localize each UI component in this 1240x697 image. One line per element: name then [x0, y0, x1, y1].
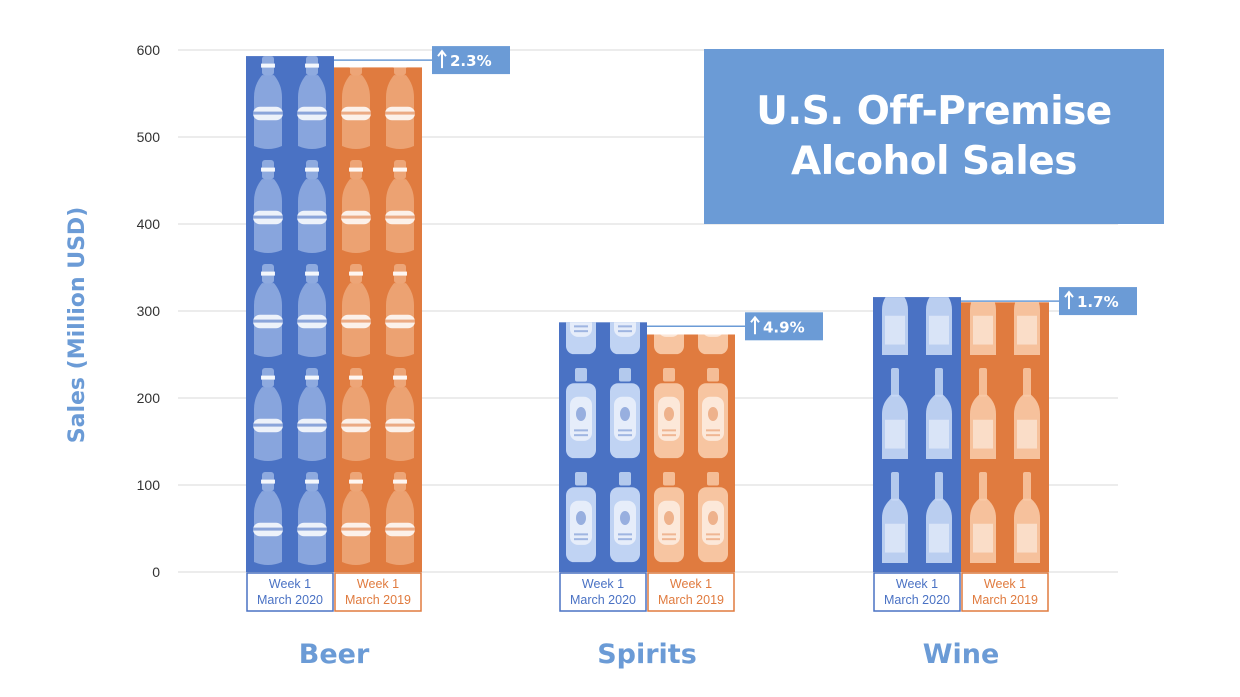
chart-title-box: U.S. Off-Premise Alcohol Sales: [704, 49, 1164, 224]
period-label-box: [961, 572, 1049, 612]
y-axis-label: Sales (Million USD): [65, 207, 90, 443]
period-label-line-1: Week 1: [357, 577, 399, 591]
period-label-box: [873, 572, 961, 612]
period-label-line-2: March 2020: [257, 593, 323, 607]
period-label-line-2: March 2019: [345, 593, 411, 607]
category-label: Beer: [299, 639, 370, 670]
period-label-line-2: March 2020: [884, 593, 950, 607]
period-label-box: [559, 572, 647, 612]
period-label-line-2: March 2019: [658, 593, 724, 607]
category-labels: Beer Spirits Wine: [299, 639, 1000, 670]
up-arrow-icon: [437, 49, 447, 69]
period-label-line-2: March 2020: [570, 593, 636, 607]
y-tick-label: 500: [137, 129, 161, 145]
period-label-line-2: March 2019: [972, 593, 1038, 607]
period-label-box: [647, 572, 735, 612]
period-label-box: [334, 572, 422, 612]
y-tick-label: 300: [137, 303, 161, 319]
y-tick-label: 200: [137, 390, 161, 406]
up-arrow-icon: [1064, 290, 1074, 310]
change-badge: [432, 46, 510, 75]
change-value: 2.3%: [450, 52, 492, 70]
y-tick-label: 400: [137, 216, 161, 232]
change-value: 1.7%: [1077, 293, 1119, 311]
period-label-line-1: Week 1: [896, 577, 938, 591]
change-annotations: 2.3% 4.9% 1.7%: [334, 46, 1137, 341]
category-label: Wine: [923, 639, 1000, 670]
beer-bottle-icon: [253, 56, 327, 565]
bars: [246, 56, 1049, 573]
y-tick-label: 0: [152, 564, 160, 580]
change-badge: [745, 312, 823, 341]
change-badge: [1059, 287, 1137, 316]
chart-title-line-2: Alcohol Sales: [791, 138, 1077, 184]
period-label-box: [246, 572, 334, 612]
y-tick-label: 600: [137, 42, 161, 58]
period-label-line-1: Week 1: [269, 577, 311, 591]
period-label-line-1: Week 1: [984, 577, 1026, 591]
change-value: 4.9%: [763, 318, 805, 336]
period-labels: Week 1 March 2020 Week 1 March 2019 Week 1 Ma…: [246, 572, 1049, 612]
wine-bottle-icon: [882, 297, 952, 563]
y-tick-label: 100: [137, 477, 161, 493]
category-label: Spirits: [597, 639, 697, 670]
spirits-bottle-icon: [654, 334, 728, 563]
spirits-bottle-icon: [566, 322, 640, 563]
wine-bottle-icon: [970, 302, 1040, 563]
y-tick-labels: 0 100 200 300 400 500 600: [137, 42, 161, 580]
period-label-line-1: Week 1: [670, 577, 712, 591]
chart-title-line-1: U.S. Off-Premise: [756, 88, 1112, 134]
beer-bottle-icon: [341, 67, 415, 565]
up-arrow-icon: [750, 315, 760, 335]
period-label-line-1: Week 1: [582, 577, 624, 591]
